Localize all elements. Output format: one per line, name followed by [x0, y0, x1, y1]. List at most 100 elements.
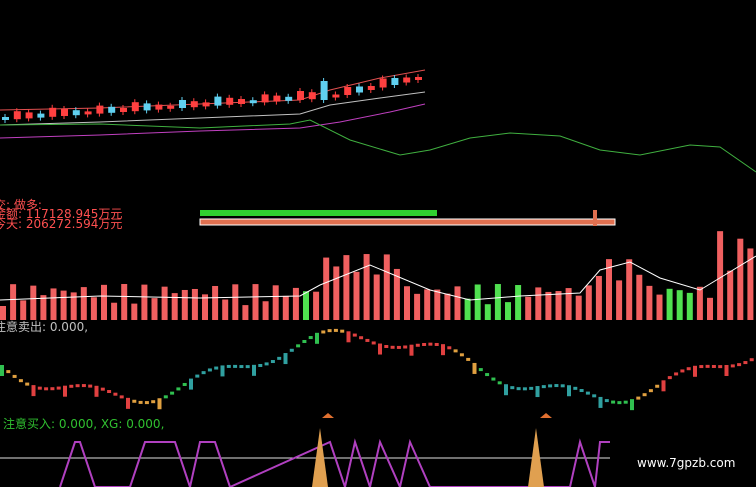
dot [378, 343, 382, 355]
volume-bar [10, 284, 17, 320]
trend-line [0, 119, 756, 173]
dot [189, 378, 193, 390]
dot [693, 365, 697, 377]
candle [108, 106, 116, 113]
dot [718, 365, 723, 369]
candle [13, 111, 21, 120]
volume-bar [545, 291, 552, 320]
volume-bar [222, 299, 229, 320]
dot [541, 385, 546, 389]
dot [573, 386, 578, 390]
dot [50, 387, 55, 391]
dot [743, 361, 748, 365]
candle [367, 86, 375, 90]
dot [630, 399, 634, 411]
candle [226, 97, 234, 105]
trend-label: 交: 做多: [0, 197, 42, 212]
buy-label: 注意买入: 0.000, XG: 0.000, [3, 416, 164, 431]
candle [2, 117, 9, 120]
dot [132, 399, 137, 403]
arrow [540, 413, 552, 418]
dot [617, 401, 622, 405]
volume-bar [0, 306, 6, 320]
dot [516, 387, 521, 391]
dot [598, 396, 603, 408]
dot [510, 386, 515, 390]
candle [37, 113, 45, 118]
volume-bar [717, 231, 724, 320]
dot [56, 386, 61, 390]
dot [245, 365, 250, 369]
dot [585, 391, 590, 395]
volume-bar [40, 295, 47, 320]
volume-bar [303, 291, 309, 320]
arrow [322, 413, 334, 418]
dot [453, 349, 458, 353]
volume-bar [333, 266, 340, 320]
dot [81, 384, 86, 388]
dot [472, 362, 477, 374]
volume-bar [484, 304, 491, 320]
dot [195, 374, 200, 378]
dot [315, 332, 319, 344]
volume-bar [80, 287, 87, 320]
dot [648, 389, 653, 393]
candle [61, 109, 68, 116]
volume-bar [121, 284, 128, 320]
candle [285, 96, 293, 101]
dot [170, 391, 175, 395]
volume-bar [616, 280, 623, 320]
volume-bar [101, 284, 107, 320]
dot [113, 392, 118, 396]
dot [491, 377, 496, 381]
candle [249, 100, 257, 104]
dot [711, 364, 716, 368]
dot [327, 329, 332, 333]
volume-bar [262, 301, 269, 320]
dot [466, 357, 471, 361]
signal-line [59, 438, 610, 487]
volume-bar [666, 288, 673, 320]
marker [593, 210, 597, 226]
ma-line [0, 103, 426, 139]
dot [100, 387, 105, 391]
dot [535, 386, 540, 398]
volume-bar [494, 284, 501, 320]
dot [548, 384, 553, 388]
candle [297, 91, 304, 100]
volume-bar [181, 289, 188, 320]
dot [636, 396, 641, 400]
dot [554, 384, 559, 388]
dot [680, 369, 685, 373]
dot [302, 339, 307, 343]
ma-line [0, 91, 426, 126]
candle [167, 105, 175, 109]
dot [504, 384, 508, 396]
volume-bar [646, 285, 653, 320]
dot [737, 363, 742, 367]
volume-bar [363, 254, 370, 320]
candle [320, 81, 328, 100]
volume-bar [565, 288, 572, 320]
today-label: 今天: 206272.594万元 [0, 216, 122, 231]
dot [0, 365, 4, 376]
candle [190, 101, 198, 108]
spike [528, 428, 544, 487]
volume-bar [131, 303, 138, 320]
dot [107, 390, 112, 394]
dot [623, 400, 628, 404]
dot [359, 336, 364, 340]
dot [592, 394, 597, 398]
dot [182, 382, 187, 386]
candles [2, 74, 422, 123]
volume-bar [212, 285, 219, 320]
dot [396, 345, 401, 349]
dot [409, 344, 414, 356]
dot [31, 385, 36, 397]
volume-bar [585, 285, 592, 320]
dot [151, 400, 156, 404]
volume-bar [272, 285, 279, 320]
dot [37, 386, 42, 390]
volume-bar [515, 285, 522, 320]
